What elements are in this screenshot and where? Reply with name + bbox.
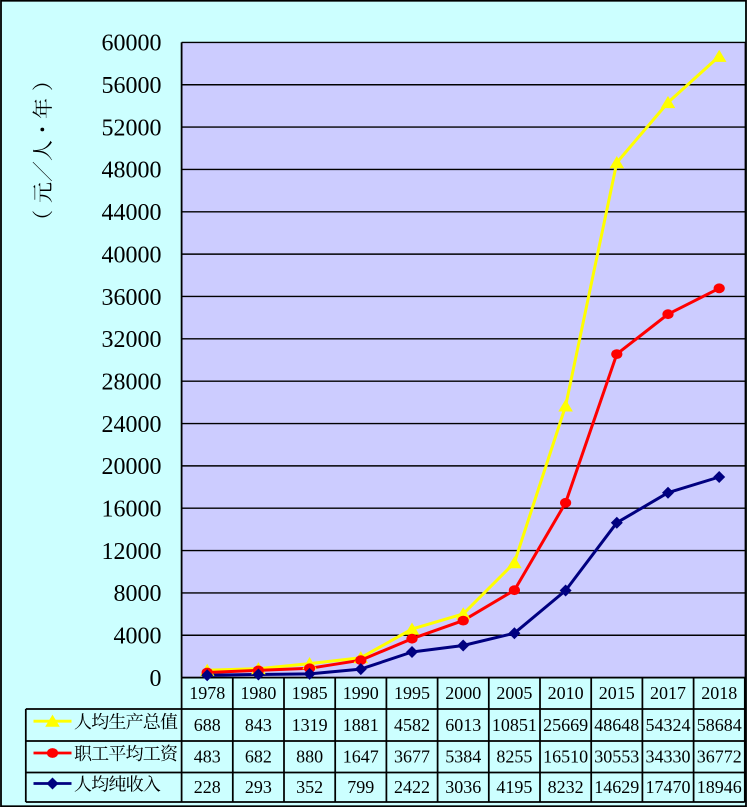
svg-text:2422: 2422 — [394, 777, 430, 797]
svg-text:1881: 1881 — [343, 715, 379, 735]
svg-text:5384: 5384 — [445, 746, 481, 766]
svg-text:293: 293 — [245, 777, 272, 797]
svg-text:54324: 54324 — [646, 715, 691, 735]
svg-text:1990: 1990 — [343, 683, 379, 703]
svg-text:44000: 44000 — [102, 200, 162, 226]
svg-text:40000: 40000 — [102, 242, 162, 268]
svg-text:12000: 12000 — [102, 539, 162, 565]
svg-text:36000: 36000 — [102, 285, 162, 311]
svg-text:32000: 32000 — [102, 327, 162, 353]
svg-text:52000: 52000 — [102, 115, 162, 141]
svg-text:1985: 1985 — [292, 683, 328, 703]
svg-text:34330: 34330 — [646, 746, 691, 766]
svg-text:8232: 8232 — [548, 777, 584, 797]
svg-text:228: 228 — [194, 777, 221, 797]
svg-text:58684: 58684 — [697, 715, 742, 735]
svg-text:30553: 30553 — [594, 746, 639, 766]
svg-text:20000: 20000 — [102, 454, 162, 480]
svg-text:14629: 14629 — [594, 777, 639, 797]
svg-text:48000: 48000 — [102, 158, 162, 184]
svg-text:4195: 4195 — [496, 777, 532, 797]
svg-text:2018: 2018 — [701, 683, 737, 703]
svg-text:880: 880 — [296, 746, 323, 766]
svg-text:2000: 2000 — [445, 683, 481, 703]
svg-text:0: 0 — [150, 666, 162, 692]
svg-text:2017: 2017 — [650, 683, 686, 703]
svg-text:682: 682 — [245, 746, 272, 766]
svg-text:483: 483 — [194, 746, 221, 766]
svg-text:25669: 25669 — [543, 715, 588, 735]
svg-text:6013: 6013 — [445, 715, 481, 735]
svg-text:48648: 48648 — [594, 715, 639, 735]
svg-text:3036: 3036 — [445, 777, 481, 797]
svg-text:8255: 8255 — [496, 746, 532, 766]
svg-text:56000: 56000 — [102, 73, 162, 99]
svg-text:352: 352 — [296, 777, 323, 797]
svg-text:1978: 1978 — [189, 683, 225, 703]
svg-text:10851: 10851 — [492, 715, 537, 735]
svg-text:2010: 2010 — [548, 683, 584, 703]
svg-text:1319: 1319 — [292, 715, 328, 735]
svg-text:3677: 3677 — [394, 746, 430, 766]
svg-text:1995: 1995 — [394, 683, 430, 703]
svg-text:4000: 4000 — [114, 624, 162, 650]
svg-text:1980: 1980 — [240, 683, 276, 703]
svg-text:16000: 16000 — [102, 497, 162, 523]
svg-text:799: 799 — [347, 777, 374, 797]
svg-text:24000: 24000 — [102, 412, 162, 438]
svg-text:2005: 2005 — [496, 683, 532, 703]
svg-text:1647: 1647 — [343, 746, 379, 766]
svg-text:60000: 60000 — [102, 31, 162, 57]
svg-text:16510: 16510 — [543, 746, 588, 766]
svg-text:4582: 4582 — [394, 715, 430, 735]
svg-text:843: 843 — [245, 715, 272, 735]
svg-text:36772: 36772 — [697, 746, 742, 766]
svg-text:17470: 17470 — [646, 777, 691, 797]
svg-text:28000: 28000 — [102, 369, 162, 395]
svg-text:18946: 18946 — [697, 777, 742, 797]
svg-text:2015: 2015 — [599, 683, 635, 703]
svg-text:688: 688 — [194, 715, 221, 735]
svg-text:8000: 8000 — [114, 581, 162, 607]
